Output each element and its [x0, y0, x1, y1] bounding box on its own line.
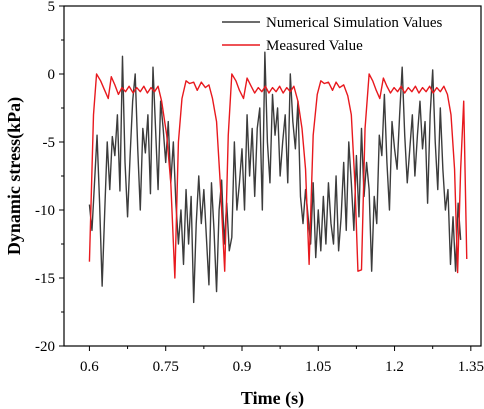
series-layer — [88, 51, 468, 304]
y-axis: 5 0 -5 -10 -15 -20 — [35, 0, 64, 355]
y-tick-label: 5 — [48, 0, 56, 15]
x-tick-label: 1.35 — [458, 359, 484, 375]
y-tick-label: -5 — [43, 135, 56, 151]
x-axis-title: Time (s) — [241, 388, 304, 409]
y-tick-label: -10 — [35, 203, 55, 219]
y-tick-label: 0 — [48, 67, 56, 83]
series-line-2 — [88, 73, 468, 279]
series-line-1 — [88, 51, 462, 304]
legend-label-2: Measured Value — [266, 38, 363, 54]
legend-label-1: Numerical Simulation Values — [266, 15, 443, 31]
x-tick-label: 0.9 — [233, 359, 252, 375]
x-tick-label: 0.6 — [80, 359, 99, 375]
x-tick-label: 1.2 — [385, 359, 404, 375]
x-tick-label: 0.75 — [153, 359, 179, 375]
y-tick-label: -15 — [35, 271, 55, 287]
y-tick-label: -20 — [35, 339, 55, 355]
x-tick-label: 1.05 — [305, 359, 331, 375]
y-axis-title: Dynamic stress(kPa) — [4, 97, 25, 255]
legend: Numerical Simulation Values Measured Valu… — [222, 15, 443, 54]
plot-frame — [63, 5, 482, 347]
x-axis: 0.6 0.75 0.9 1.05 1.2 1.35 — [80, 346, 484, 375]
